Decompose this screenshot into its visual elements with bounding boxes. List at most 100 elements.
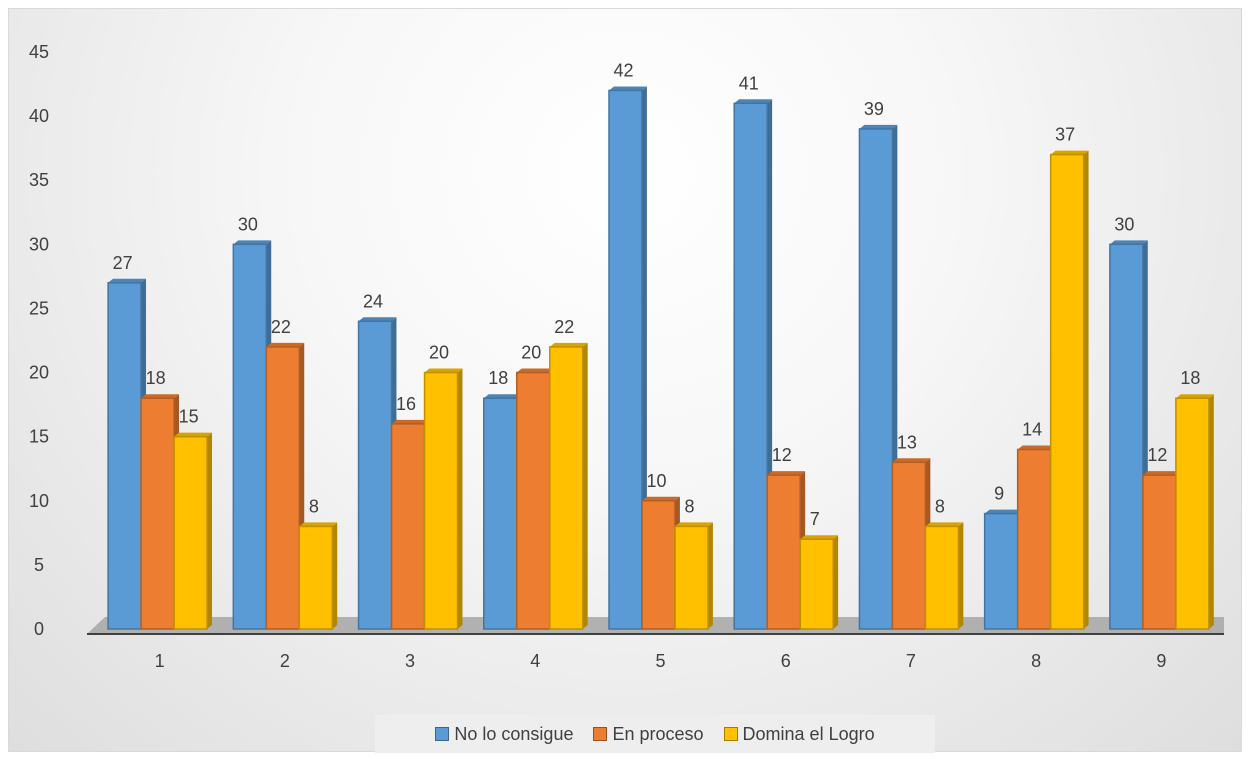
bar-top [299, 522, 338, 527]
data-label: 8 [309, 496, 319, 516]
bar-side [332, 522, 338, 629]
bar [357, 317, 397, 630]
bar-top [233, 240, 272, 245]
bar-front [924, 525, 960, 630]
bar-top [767, 471, 806, 476]
bar-top [642, 496, 680, 501]
bar [799, 535, 839, 630]
legend-item-no-lo-consigue: No lo consigue [435, 724, 573, 745]
bar [140, 394, 180, 630]
y-tick-label: 25 [29, 298, 49, 318]
bar-front [423, 371, 459, 630]
x-tick-label: 9 [1156, 651, 1166, 671]
legend-label: En proceso [612, 723, 704, 744]
data-label: 12 [772, 445, 792, 465]
bar-side [958, 522, 964, 629]
bar-side [833, 535, 839, 629]
bar-front [140, 397, 175, 630]
bar-front [232, 243, 268, 630]
bar-front [983, 512, 1019, 630]
bar-top [1175, 394, 1214, 399]
bar [232, 240, 272, 630]
bar [924, 522, 964, 630]
legend-label: Domina el Logro [742, 723, 875, 744]
bar [1142, 471, 1181, 630]
bar-top [609, 86, 647, 91]
bar-front [107, 282, 142, 630]
bar-front [608, 89, 643, 630]
y-tick-label: 15 [29, 427, 49, 447]
data-label: 16 [396, 394, 416, 414]
data-label: 30 [1114, 214, 1134, 234]
bar [983, 509, 1023, 630]
bar-front [1016, 448, 1052, 630]
bar-front [173, 435, 208, 630]
data-label: 14 [1022, 419, 1042, 439]
x-tick-label: 2 [280, 651, 290, 671]
x-tick-label: 8 [1031, 651, 1041, 671]
bar-top [1050, 150, 1089, 155]
x-tick-label: 7 [906, 651, 916, 671]
bar-top [892, 458, 931, 463]
bar-side [708, 522, 713, 629]
data-label: 8 [935, 496, 945, 516]
bar-top [483, 394, 522, 399]
bar-front [298, 525, 334, 630]
data-label: 42 [613, 60, 633, 80]
bar [107, 278, 147, 630]
bar-top [174, 432, 213, 437]
bar [173, 432, 213, 630]
bar-top [141, 394, 180, 399]
bar-front [858, 128, 894, 630]
bar [549, 342, 588, 630]
y-tick-label: 5 [34, 555, 44, 575]
bar [298, 522, 338, 630]
bar-top [800, 535, 839, 540]
data-label: 15 [179, 407, 199, 427]
bar-top [675, 522, 713, 527]
legend-swatch-yellow [723, 727, 738, 741]
bar [608, 86, 647, 630]
bar-front [1142, 474, 1177, 630]
bar-top [1142, 471, 1181, 476]
bar-front [799, 538, 834, 630]
bar [516, 368, 555, 630]
bar-front [516, 371, 551, 630]
bar-side [642, 86, 647, 629]
bar-front [733, 102, 768, 630]
data-label: 7 [810, 509, 820, 529]
data-label: 39 [864, 99, 884, 119]
bar-side [1083, 150, 1089, 630]
bar-side [582, 342, 588, 629]
x-tick-label: 6 [781, 651, 791, 671]
bar-top [925, 522, 964, 527]
bar [858, 124, 898, 630]
bar [1049, 150, 1089, 630]
data-label: 41 [739, 73, 759, 93]
data-label: 18 [1180, 368, 1200, 388]
data-label: 20 [521, 343, 541, 363]
bar-top [391, 419, 430, 424]
legend-swatch-blue [435, 727, 450, 741]
bar-side [457, 368, 463, 629]
bar-side [1208, 394, 1214, 629]
bar [641, 496, 680, 630]
bar-top [549, 342, 588, 347]
y-tick-label: 40 [29, 106, 49, 126]
data-label: 20 [429, 343, 449, 363]
bar [483, 394, 522, 630]
bar [891, 458, 931, 630]
bar-top [424, 368, 463, 373]
bar-front [1049, 153, 1085, 630]
bar-front [390, 423, 426, 630]
bar [674, 522, 713, 630]
bar-top [734, 99, 773, 104]
bar-front [1109, 243, 1144, 630]
data-label: 24 [363, 291, 383, 311]
y-tick-label: 20 [29, 363, 49, 383]
data-label: 22 [271, 317, 291, 337]
bar-front [891, 461, 927, 630]
y-tick-label: 35 [29, 170, 49, 190]
data-label: 30 [238, 214, 258, 234]
